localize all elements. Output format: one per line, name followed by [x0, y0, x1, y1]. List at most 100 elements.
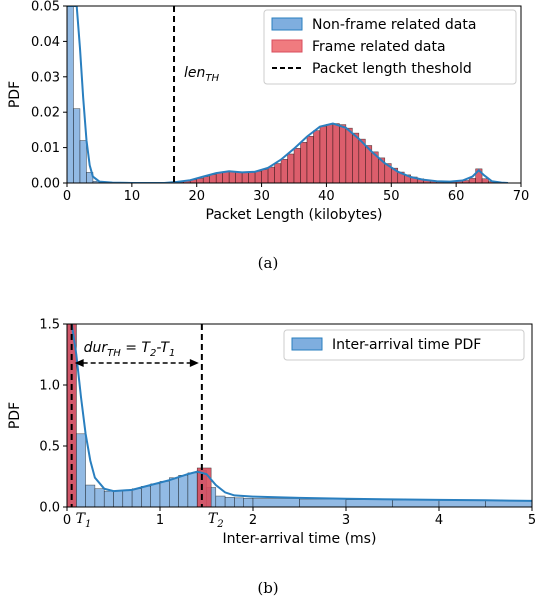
panel-caption: (b): [257, 579, 278, 597]
histogram-bar: [332, 123, 340, 183]
threshold-label: lenTH: [184, 65, 220, 84]
y-tick-label: 0.0: [39, 501, 60, 516]
x-tick-label: 20: [188, 189, 205, 204]
y-tick-label: 0.05: [31, 0, 60, 15]
y-axis-label: PDF: [7, 81, 23, 108]
histogram-bar: [287, 153, 295, 183]
histogram-bar: [248, 172, 256, 183]
histogram-bar: [243, 497, 254, 507]
panel-a: 0 10 20 30 40 50 60 70 0.00 0.01 0.02 0.03 0.04 0.05 P…: [7, 0, 529, 272]
x-tick-label: 5: [528, 513, 536, 528]
panel-b-axes-frame: [66, 323, 533, 508]
histogram-bar: [202, 176, 210, 183]
histogram-bar: [215, 495, 226, 507]
histogram-bar: [79, 140, 87, 183]
y-tick-label: 0.01: [31, 141, 60, 156]
histogram-bar: [280, 159, 288, 183]
histogram-bar: [235, 171, 243, 183]
histogram-bar: [326, 123, 334, 183]
histogram-bar: [73, 108, 81, 183]
histogram-bar: [94, 488, 105, 507]
y-tick-label: 0.5: [39, 440, 60, 455]
histogram-bar: [274, 163, 282, 183]
legend-label: Packet length theshold: [312, 61, 472, 77]
legend-label: Frame related data: [312, 39, 446, 55]
histogram-bar: [215, 172, 223, 183]
histogram-bar: [254, 171, 262, 183]
histogram-bar: [319, 126, 327, 183]
marker-label-0: T1: [76, 511, 92, 530]
x-tick-label: 60: [448, 189, 465, 204]
histogram-bar: [392, 499, 440, 507]
histogram-bar: [187, 472, 198, 507]
histogram-bar: [76, 433, 86, 507]
y-tick-label: 1.0: [39, 379, 60, 394]
histogram-bar: [67, 6, 74, 183]
histogram-bar: [293, 148, 301, 183]
histogram-bar: [228, 171, 236, 183]
x-tick-label: 30: [253, 189, 270, 204]
x-tick-label: 50: [383, 189, 400, 204]
legend-box: [263, 9, 517, 85]
histogram-bar: [178, 475, 189, 507]
legend-box: [283, 329, 525, 361]
histogram-bar: [234, 497, 244, 507]
duration-arrow-left-head: [74, 359, 84, 367]
histogram-bar: [261, 169, 269, 183]
histogram-bar: [209, 174, 217, 183]
kde-curve: [70, 324, 532, 502]
histogram-bar: [224, 496, 235, 507]
histogram-bar: [481, 178, 489, 183]
histogram-bar: [150, 483, 161, 507]
x-tick-label: 70: [513, 189, 530, 204]
histogram-bar: [252, 498, 300, 507]
duration-label: durTH = T2-T1: [84, 340, 176, 359]
y-tick-label: 0.03: [31, 70, 60, 85]
histogram-bar: [339, 124, 347, 183]
histogram-bar: [131, 488, 142, 507]
x-tick-label: 1: [156, 513, 164, 528]
histogram-bar: [241, 172, 249, 183]
histogram-bar: [438, 500, 486, 507]
legend-label: Inter-arrival time PDF: [332, 337, 481, 353]
marker-label-1: T2: [208, 511, 224, 530]
x-tick-label: 10: [124, 189, 141, 204]
histogram-bar: [141, 486, 151, 507]
histogram-bar: [159, 481, 170, 507]
x-tick-label: 40: [318, 189, 335, 204]
x-tick-label: 4: [435, 513, 443, 528]
histogram-bar: [103, 490, 114, 507]
histogram-bar: [299, 498, 347, 507]
x-tick-label: 3: [342, 513, 350, 528]
histogram-bar: [468, 178, 476, 183]
x-tick-label: 2: [249, 513, 257, 528]
legend-swatch: [291, 337, 323, 351]
x-tick-label: 0: [63, 513, 71, 528]
duration-arrow-right-head: [189, 359, 199, 367]
legend-label: Non-frame related data: [312, 17, 476, 33]
histogram-bar: [267, 166, 275, 183]
histogram-bar: [222, 171, 230, 183]
legend-swatch: [271, 39, 303, 53]
x-axis-label: Inter-arrival time (ms): [223, 531, 377, 547]
y-tick-label: 0.02: [31, 106, 60, 121]
histogram-bar: [352, 132, 360, 183]
panel-b: 0 1 2 3 4 5 0.0 0.5 1.0 1.5 Inter-arrival time (ms…: [7, 318, 536, 598]
panel-a-plot-area: [67, 6, 509, 183]
kde-curve: [67, 6, 509, 183]
histogram-bar: [306, 136, 314, 183]
histogram-bar: [345, 499, 393, 507]
y-axis-label: PDF: [7, 402, 23, 429]
histogram-bar: [300, 142, 308, 183]
histogram-bar: [122, 489, 133, 507]
histogram-bar: [313, 130, 321, 183]
panel-a-axes-frame: [66, 5, 522, 184]
histogram-bar: [85, 484, 96, 507]
histogram-bar: [113, 490, 124, 507]
panel-caption: (a): [258, 254, 279, 272]
histogram-bar: [345, 127, 353, 183]
legend-swatch: [271, 17, 303, 31]
y-tick-label: 0.04: [31, 35, 60, 50]
histogram-bar: [169, 477, 179, 507]
